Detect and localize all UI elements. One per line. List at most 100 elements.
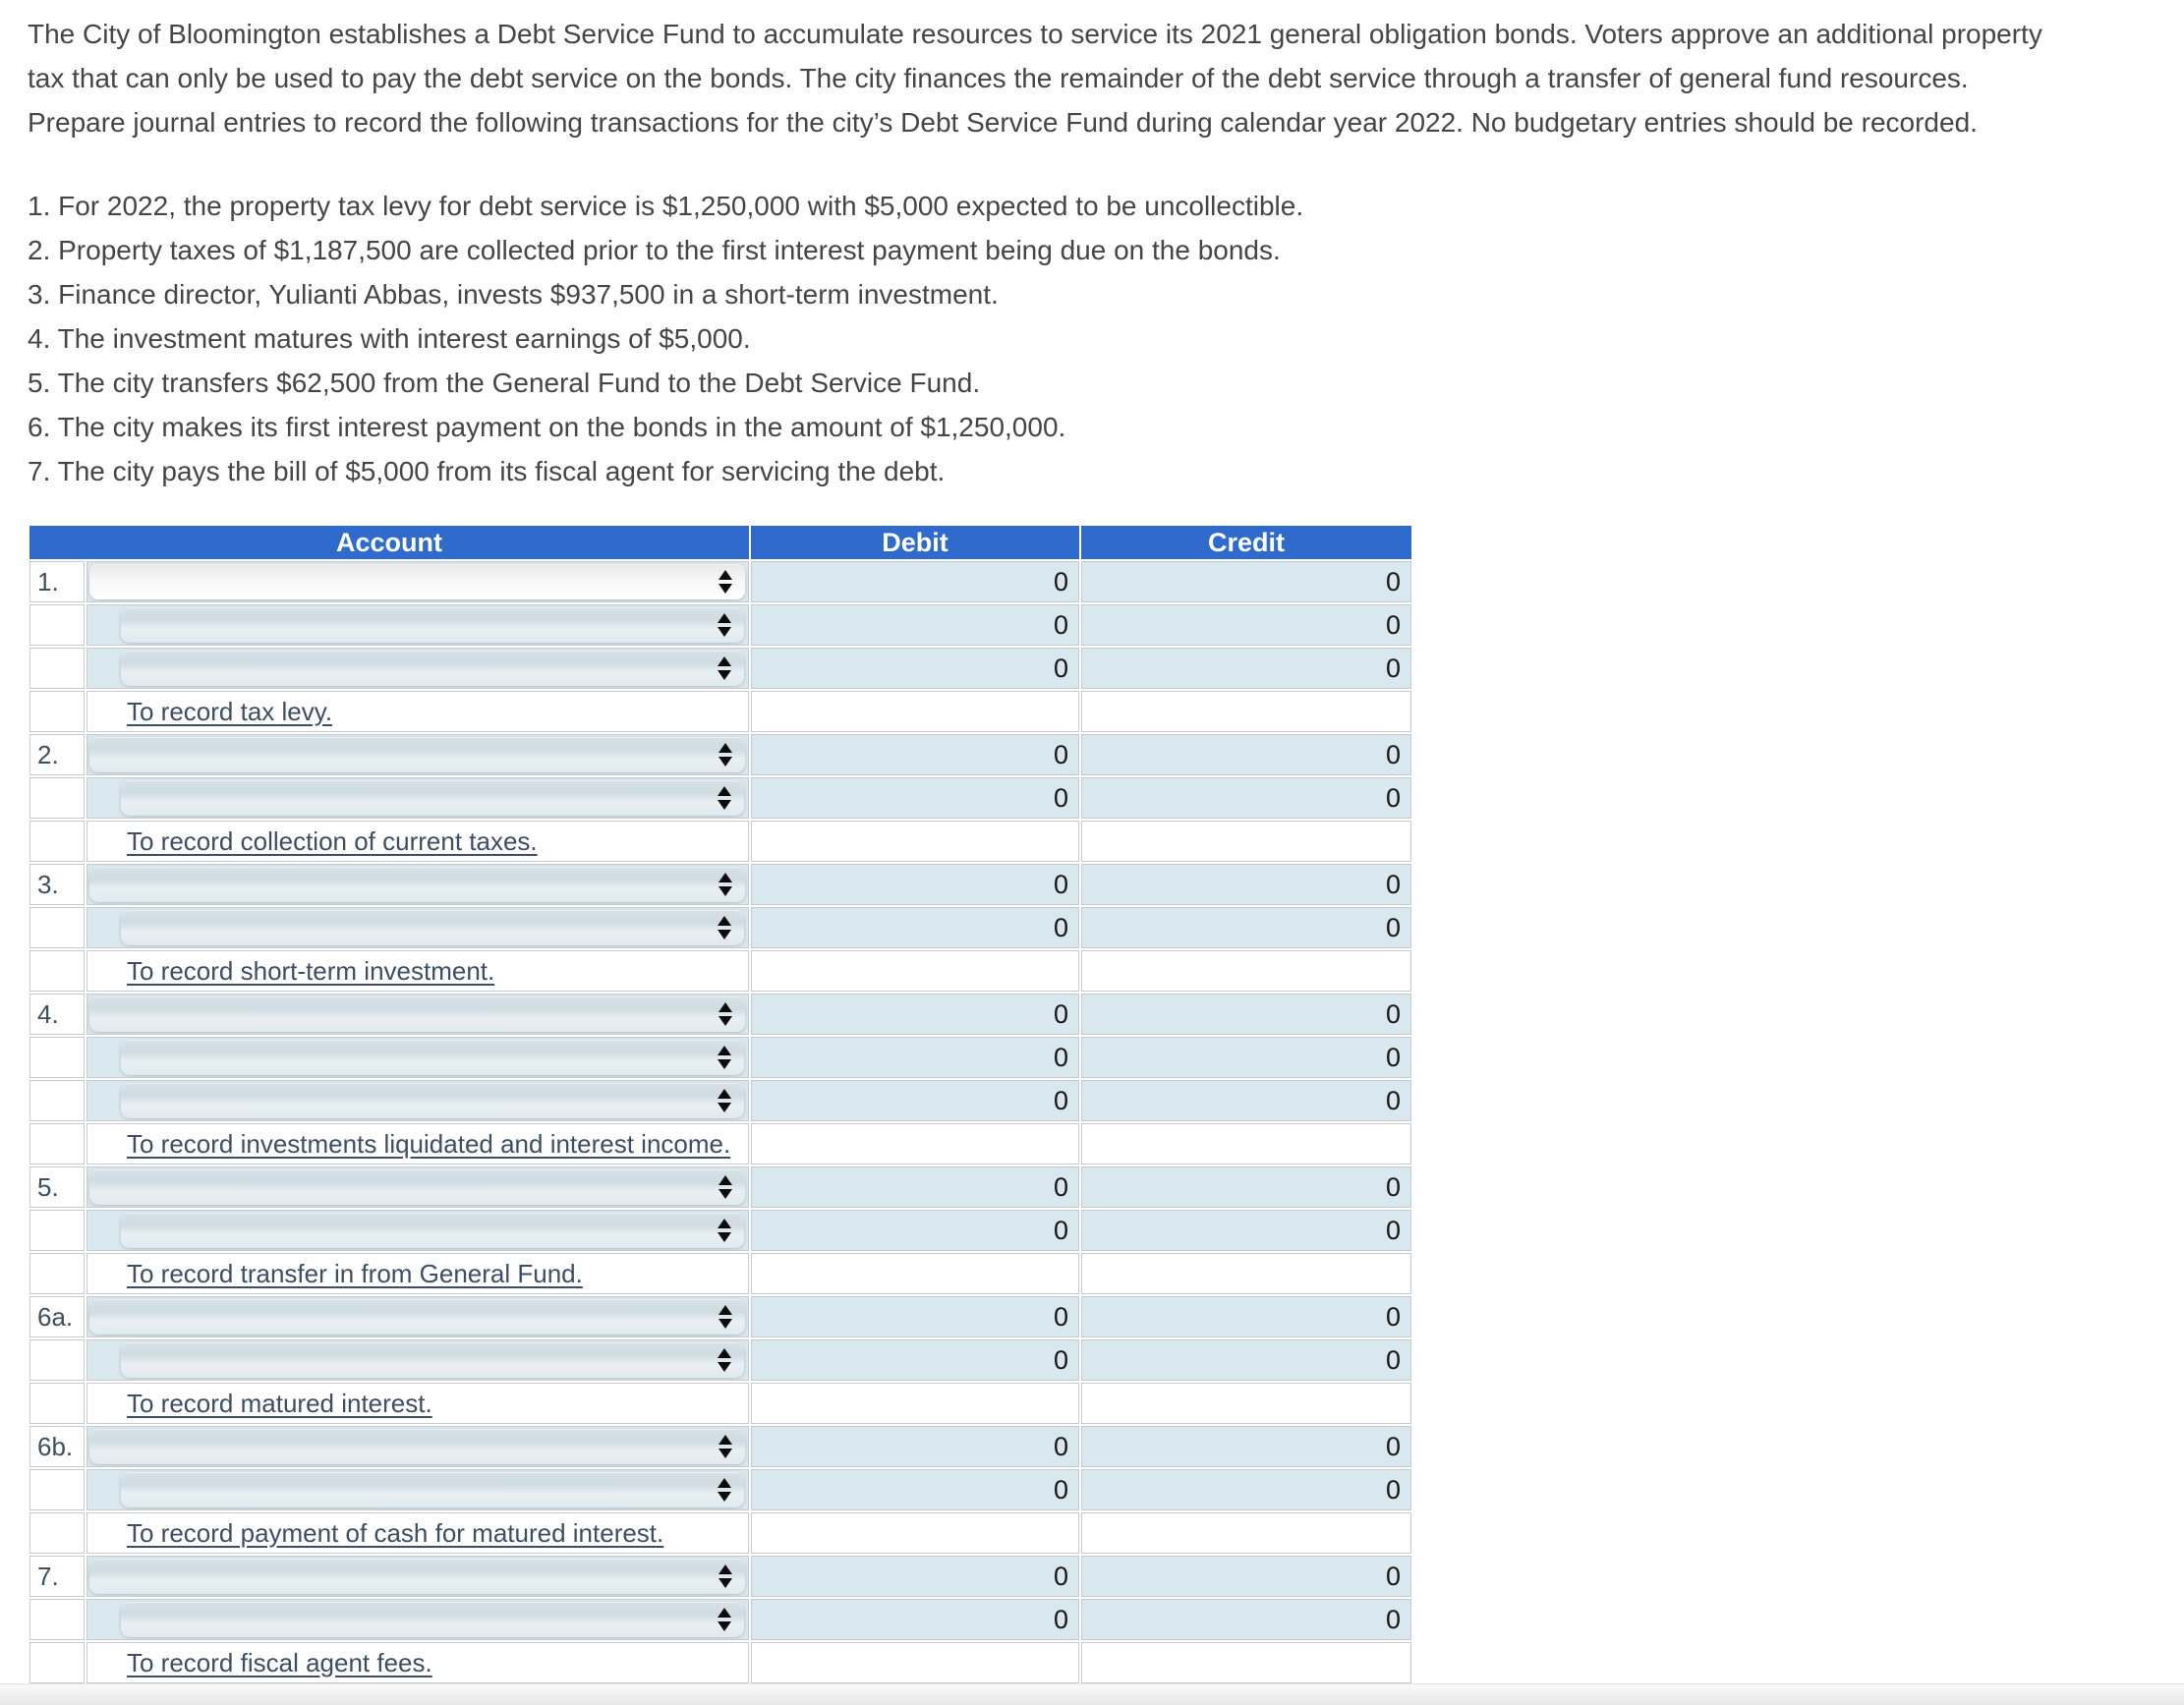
- down-arrow-icon: [718, 1232, 731, 1242]
- entry-label-cell: 7.: [29, 1556, 85, 1597]
- debit-input-cell[interactable]: 0: [751, 1469, 1079, 1510]
- memo-text: To record fiscal agent fees.: [127, 1647, 432, 1677]
- credit-input-cell[interactable]: 0: [1081, 1080, 1411, 1121]
- account-cell: [86, 1339, 749, 1381]
- memo-cell: To record short-term investment.: [86, 950, 749, 992]
- down-arrow-icon: [718, 1578, 732, 1588]
- bottom-divider: [0, 1683, 2184, 1705]
- credit-input-cell[interactable]: 0: [1081, 561, 1411, 602]
- account-select[interactable]: [121, 651, 744, 686]
- account-cell: [86, 1210, 749, 1251]
- transaction-item: 3. Finance director, Yulianti Abbas, inv…: [28, 279, 999, 310]
- up-arrow-icon: [718, 1305, 732, 1315]
- memo-row: To record collection of current taxes.: [29, 821, 1411, 862]
- account-select[interactable]: [121, 1472, 744, 1507]
- account-select[interactable]: [121, 1342, 744, 1378]
- credit-input-cell[interactable]: 0: [1081, 1037, 1411, 1078]
- credit-input-cell[interactable]: 0: [1081, 648, 1411, 689]
- account-select[interactable]: [89, 737, 745, 772]
- debit-input-cell[interactable]: 0: [751, 561, 1079, 602]
- debit-input-cell[interactable]: 0: [751, 777, 1079, 819]
- transaction-item: 2. Property taxes of $1,187,500 are coll…: [28, 235, 1281, 265]
- up-arrow-icon: [718, 916, 731, 926]
- account-select[interactable]: [121, 910, 744, 945]
- debit-input-cell[interactable]: 0: [751, 907, 1079, 948]
- debit-input-cell[interactable]: 0: [751, 1210, 1079, 1251]
- debit-input-cell[interactable]: 0: [751, 734, 1079, 775]
- account-select[interactable]: [121, 780, 744, 816]
- account-select[interactable]: [121, 1602, 744, 1637]
- credit-input-cell[interactable]: 0: [1081, 1426, 1411, 1467]
- transactions-list: 1. For 2022, the property tax levy for d…: [28, 184, 2184, 493]
- table-header-row: Account Debit Credit: [29, 526, 1411, 559]
- credit-input-cell[interactable]: 0: [1081, 907, 1411, 948]
- account-select[interactable]: [89, 996, 745, 1032]
- up-arrow-icon: [718, 873, 732, 882]
- entry-label-cell: [29, 1037, 85, 1078]
- credit-input-cell[interactable]: 0: [1081, 604, 1411, 646]
- up-down-arrows-icon: [718, 1564, 732, 1588]
- credit-input-cell[interactable]: 0: [1081, 1166, 1411, 1208]
- entry-label-cell: [29, 1469, 85, 1510]
- debit-input-cell[interactable]: 0: [751, 994, 1079, 1035]
- transaction-item: 5. The city transfers $62,500 from the G…: [28, 368, 981, 398]
- up-arrow-icon: [718, 1002, 732, 1012]
- credit-input-cell[interactable]: 0: [1081, 1556, 1411, 1597]
- up-down-arrows-icon: [718, 873, 732, 896]
- up-down-arrows-icon: [718, 1305, 732, 1329]
- credit-input-cell[interactable]: 0: [1081, 1469, 1411, 1510]
- debit-input-cell[interactable]: 0: [751, 1599, 1079, 1640]
- entry-label-cell: [29, 1512, 85, 1554]
- up-down-arrows-icon: [718, 1435, 732, 1458]
- account-select[interactable]: [121, 1083, 744, 1118]
- memo-text: To record payment of cash for matured in…: [127, 1517, 664, 1548]
- debit-input-cell[interactable]: 0: [751, 1556, 1079, 1597]
- credit-input-cell[interactable]: 0: [1081, 777, 1411, 819]
- account-select[interactable]: [89, 867, 745, 902]
- debit-input-cell[interactable]: 0: [751, 604, 1079, 646]
- entry-label-cell: [29, 907, 85, 948]
- debit-input-cell[interactable]: 0: [751, 1426, 1079, 1467]
- up-arrow-icon: [718, 1046, 731, 1055]
- debit-memo-cell: [751, 1383, 1079, 1424]
- account-select[interactable]: [89, 1169, 745, 1205]
- memo-row: To record matured interest.: [29, 1383, 1411, 1424]
- account-select[interactable]: [89, 1299, 745, 1335]
- down-arrow-icon: [718, 1449, 732, 1458]
- credit-input-cell[interactable]: 0: [1081, 864, 1411, 905]
- debit-input-cell[interactable]: 0: [751, 1037, 1079, 1078]
- memo-text: To record matured interest.: [127, 1388, 432, 1418]
- credit-input-cell[interactable]: 0: [1081, 734, 1411, 775]
- journal-entry-row: 6b. 0 0: [29, 1426, 1411, 1467]
- account-select[interactable]: [89, 1429, 745, 1464]
- debit-input-cell[interactable]: 0: [751, 1339, 1079, 1381]
- up-arrow-icon: [718, 1175, 732, 1185]
- account-select[interactable]: [121, 1213, 744, 1248]
- credit-input-cell[interactable]: 0: [1081, 1599, 1411, 1640]
- memo-text: To record investments liquidated and int…: [127, 1128, 731, 1159]
- account-select[interactable]: [89, 564, 745, 599]
- credit-input-cell[interactable]: 0: [1081, 1296, 1411, 1337]
- credit-input-cell[interactable]: 0: [1081, 994, 1411, 1035]
- debit-input-cell[interactable]: 0: [751, 864, 1079, 905]
- intro-line: tax that can only be used to pay the deb…: [28, 63, 1969, 93]
- credit-input-cell[interactable]: 0: [1081, 1210, 1411, 1251]
- memo-row: To record fiscal agent fees.: [29, 1642, 1411, 1683]
- entry-label-cell: [29, 604, 85, 646]
- memo-row: To record short-term investment.: [29, 950, 1411, 992]
- credit-input-cell[interactable]: 0: [1081, 1339, 1411, 1381]
- debit-input-cell[interactable]: 0: [751, 648, 1079, 689]
- account-select[interactable]: [121, 1040, 744, 1075]
- account-select[interactable]: [89, 1559, 745, 1594]
- debit-input-cell[interactable]: 0: [751, 1080, 1079, 1121]
- credit-memo-cell: [1081, 691, 1411, 732]
- debit-input-cell[interactable]: 0: [751, 1166, 1079, 1208]
- down-arrow-icon: [718, 1492, 731, 1502]
- entry-label-cell: 5.: [29, 1166, 85, 1208]
- account-select[interactable]: [121, 607, 744, 643]
- entry-label-cell: 1.: [29, 561, 85, 602]
- debit-input-cell[interactable]: 0: [751, 1296, 1079, 1337]
- up-down-arrows-icon: [718, 743, 732, 767]
